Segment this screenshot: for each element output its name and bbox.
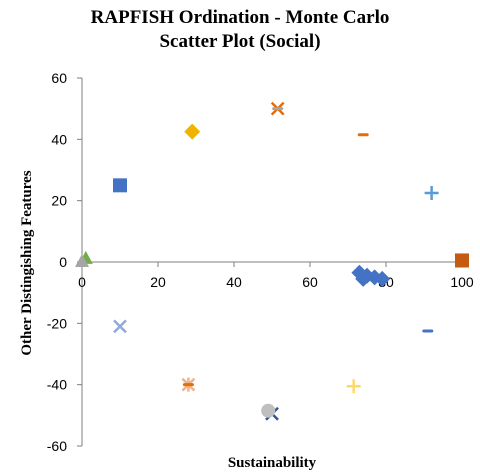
- x-tick-label: 60: [302, 274, 318, 290]
- data-points: [75, 101, 469, 421]
- x-axis-label: Sustainability: [228, 455, 317, 471]
- y-tick-label: 20: [51, 193, 67, 209]
- tick-labels: -60-40-200204060020406080100: [47, 70, 474, 454]
- y-tick-label: -60: [47, 438, 67, 454]
- y-tick-label: 40: [51, 131, 67, 147]
- y-tick-label: 0: [59, 254, 67, 270]
- data-point-circle: [261, 403, 276, 418]
- data-point-diamond: [374, 270, 391, 287]
- data-point-triangle: [75, 254, 89, 267]
- data-point-plus: [424, 186, 439, 200]
- data-point-square: [455, 253, 469, 268]
- data-point-plus: [346, 379, 361, 394]
- chart-title-line-1: RAPFISH Ordination - Monte Carlo: [90, 7, 390, 28]
- axes: [77, 77, 463, 447]
- x-tick-label: 100: [450, 274, 474, 290]
- data-point-diamond: [184, 123, 201, 140]
- x-tick-label: 0: [78, 274, 86, 290]
- y-tick-label: -40: [47, 377, 67, 393]
- x-tick-label: 20: [150, 274, 166, 290]
- chart-title-line-2: Scatter Plot (Social): [159, 31, 321, 52]
- y-axis-label: Other Distingishing Features: [19, 170, 35, 355]
- data-point-x: [113, 319, 127, 334]
- y-tick-label: -20: [47, 315, 67, 331]
- x-tick-label: 40: [226, 274, 242, 290]
- data-point-square: [113, 178, 127, 193]
- y-tick-label: 60: [51, 70, 67, 86]
